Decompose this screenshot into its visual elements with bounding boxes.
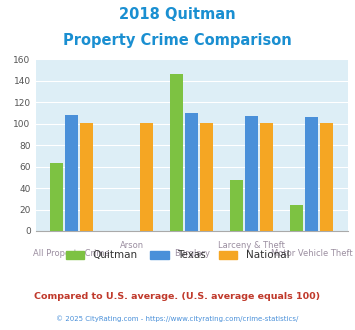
Text: Property Crime Comparison: Property Crime Comparison — [63, 33, 292, 48]
Text: Motor Vehicle Theft: Motor Vehicle Theft — [271, 249, 353, 258]
Bar — [230, 180, 244, 231]
Text: © 2025 CityRating.com - https://www.cityrating.com/crime-statistics/: © 2025 CityRating.com - https://www.city… — [56, 315, 299, 322]
Bar — [50, 163, 63, 231]
Text: 2018 Quitman: 2018 Quitman — [119, 7, 236, 21]
Bar — [320, 123, 333, 231]
Text: Burglary: Burglary — [174, 249, 210, 258]
Text: Compared to U.S. average. (U.S. average equals 100): Compared to U.S. average. (U.S. average … — [34, 292, 321, 301]
Bar — [200, 123, 213, 231]
Bar — [80, 123, 93, 231]
Bar — [65, 115, 78, 231]
Bar — [305, 117, 318, 231]
Bar — [260, 123, 273, 231]
Bar — [245, 116, 258, 231]
Legend: Quitman, Texas, National: Quitman, Texas, National — [66, 250, 289, 260]
Bar — [185, 113, 198, 231]
Text: All Property Crime: All Property Crime — [33, 249, 110, 258]
Bar — [290, 205, 304, 231]
Text: Arson: Arson — [120, 241, 144, 250]
Bar — [170, 74, 183, 231]
Text: Larceny & Theft: Larceny & Theft — [218, 241, 285, 250]
Bar — [140, 123, 153, 231]
